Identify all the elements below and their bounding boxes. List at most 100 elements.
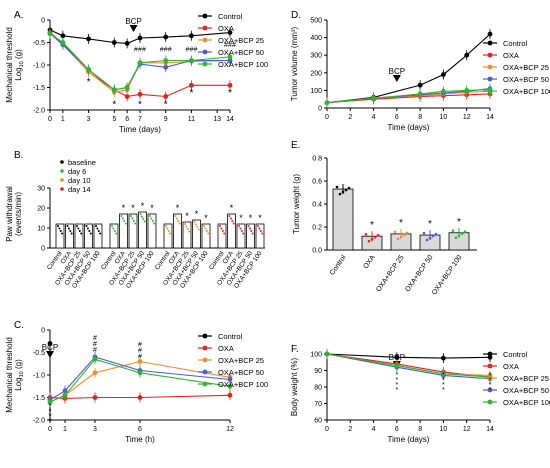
chart-panel-e: E. 0.0 0.2 0.4 0.6 0.8 Tumor weight (g) Control… [291, 140, 477, 296]
significance-star: * [442, 377, 445, 384]
data-point-control [137, 35, 143, 41]
bar-dot [250, 230, 253, 232]
significance-star: * [428, 219, 432, 230]
bar [147, 213, 157, 249]
data-point-control [47, 341, 53, 346]
x-tick-label: 1 [61, 116, 65, 123]
bar-dot [99, 232, 102, 235]
significance-star: * [141, 201, 145, 211]
legend-label: OXA+BCP 25 [218, 356, 264, 365]
significance-star: * [87, 77, 91, 88]
series-line-bcp100 [326, 353, 491, 378]
significance-hash: # [93, 335, 97, 342]
y-tick-label: 400 [310, 35, 322, 42]
chart-panel-d: D. 0 100 200 300 400 500 0 2 4 6 8 10 12 14 Time (days)… [290, 10, 550, 132]
data-point-oxa [92, 395, 98, 400]
legend-marker [202, 345, 208, 351]
data-point-control [189, 33, 194, 39]
y-tick-label: 0 [41, 18, 45, 25]
x-tick-label: 14 [486, 114, 494, 121]
x-tick-label: 0 [48, 426, 52, 433]
data-point-bcp25 [137, 359, 143, 364]
legend-marker [60, 178, 64, 182]
y-tick-label: 80 [314, 385, 322, 392]
data-point-control [417, 82, 423, 88]
significance-hash: # [232, 42, 236, 49]
panel-letter: E. [291, 140, 300, 151]
data-point [402, 233, 406, 237]
y-tick-label: 300 [310, 53, 322, 60]
significance-star: * [48, 402, 51, 411]
bar-dot [240, 230, 243, 232]
bar [93, 223, 103, 249]
x-tick-label: 6 [138, 426, 142, 433]
legend-label: Control [218, 12, 243, 21]
bar-dot [178, 222, 181, 225]
bar-dot [223, 232, 226, 235]
bar [65, 223, 74, 249]
data-point [425, 238, 429, 242]
bar-dot [219, 225, 221, 227]
data-point-bcp100 [324, 351, 330, 357]
x-tick-label: 7 [138, 116, 142, 123]
bar [128, 213, 138, 249]
bar-dot [123, 220, 126, 222]
significance-star: * [150, 203, 154, 213]
bar-dot [175, 217, 178, 220]
bar-dot [97, 230, 100, 232]
bcp-annotation: BCP [389, 67, 405, 76]
bar-dot [167, 230, 170, 232]
significance-hash: # [228, 42, 232, 49]
bcp-marker-icon [129, 25, 138, 32]
bar-dot [257, 225, 259, 227]
x-tick-label: 12 [463, 426, 471, 433]
bar-dot [247, 225, 250, 227]
y-tick-label: -1.5 [33, 85, 45, 92]
x-axis-label: Time (days) [119, 125, 161, 134]
x-tick-label: 6 [125, 116, 129, 123]
bar-dot [66, 225, 69, 227]
bar-dot [174, 215, 177, 217]
y-axis-label-base: 10 [19, 371, 25, 377]
bar-dot [112, 227, 115, 230]
bar-dot [177, 220, 180, 222]
data-point-control [464, 52, 470, 58]
bar-dot [86, 227, 89, 230]
y-tick-label: -1.0 [33, 373, 45, 380]
legend-marker [487, 399, 493, 405]
legend-label: OXA+BCP 50 [503, 75, 549, 84]
significance-star: * [395, 372, 398, 379]
bar-dot [184, 223, 186, 225]
x-tick-label: 11 [188, 116, 195, 123]
significance-star: * [185, 211, 189, 221]
y-tick-label: 0 [41, 328, 45, 335]
significance-hash: # [138, 342, 142, 349]
significance-hash: # [160, 47, 164, 54]
y-tick-label: 10 [37, 226, 45, 233]
legend-label: OXA+BCP 100 [218, 380, 268, 389]
significance-star: * [489, 372, 492, 379]
data-point-oxa [163, 94, 169, 99]
chart-panel-f: F. 60 70 80 90 100 0 2 4 6 8 10 12 14 Time (days) Body … [290, 344, 550, 444]
y-axis-label: Paw withdrawal [5, 186, 14, 242]
data-point [463, 230, 467, 234]
legend-marker [60, 160, 64, 164]
y-axis-label: Mechanical threshold [5, 337, 14, 413]
bar-dot [259, 230, 262, 232]
legend-label: baseline [68, 158, 96, 167]
data-point [344, 188, 348, 192]
significance-hash: # [138, 348, 142, 355]
significance-hash: # [134, 47, 138, 54]
data-point [396, 237, 400, 241]
legend-marker [487, 363, 493, 369]
x-tick-label: 10 [440, 426, 448, 433]
x-tick-label: 0 [325, 114, 329, 121]
x-tick-label: 0 [325, 426, 329, 433]
y-tick-label: 60 [314, 418, 322, 425]
bar-dot [150, 217, 153, 220]
data-point-bcp100 [227, 54, 233, 60]
data-point-bcp100 [441, 88, 446, 94]
x-tick-label: 6 [395, 114, 399, 121]
significance-star: * [370, 220, 374, 231]
bar-dot [229, 217, 232, 220]
